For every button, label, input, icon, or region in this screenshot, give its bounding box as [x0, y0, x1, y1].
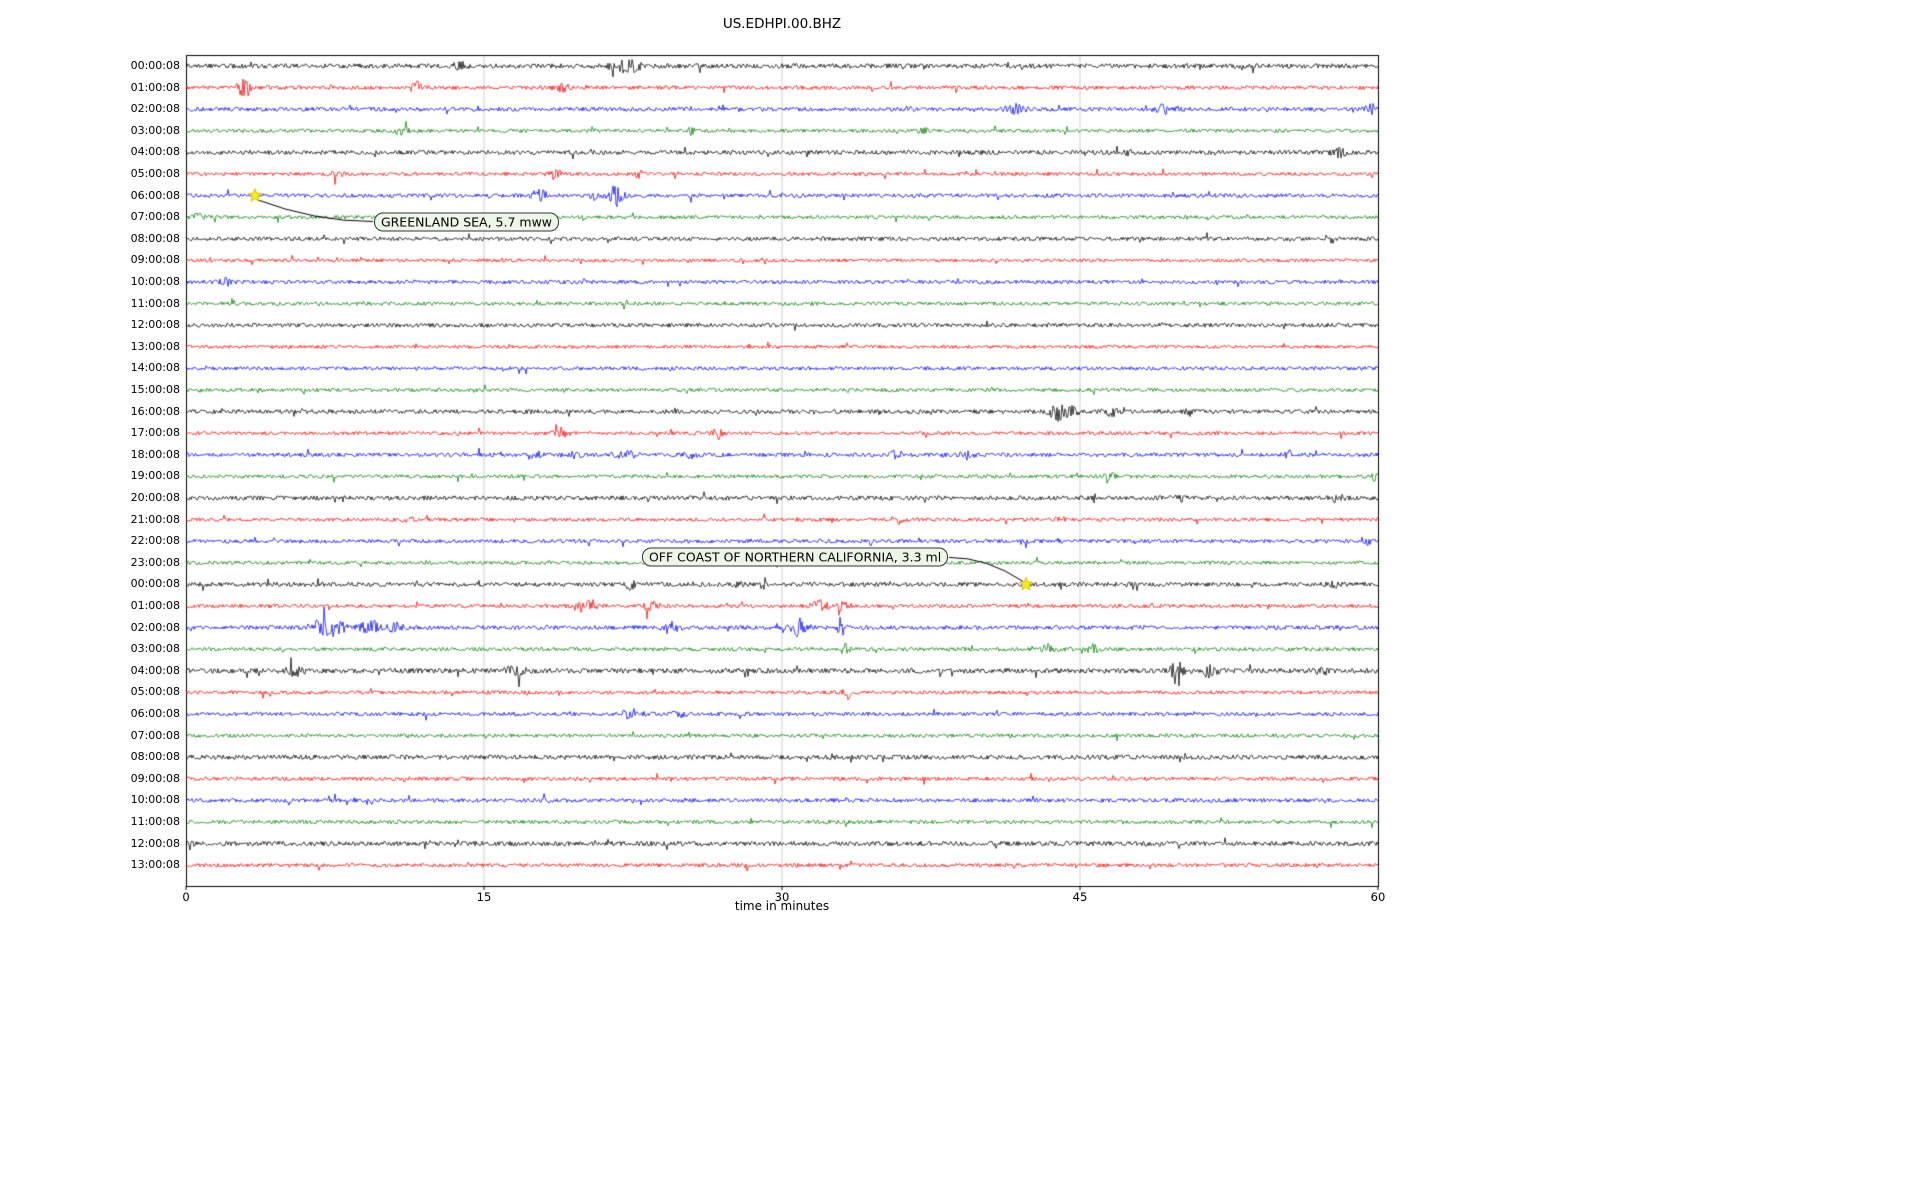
x-tick-label: 45 [1072, 890, 1088, 904]
row-time-label: 02:00:08 [130, 620, 180, 634]
row-time-label: 08:00:08 [130, 231, 180, 245]
row-time-label: 08:00:08 [130, 750, 180, 764]
row-time-label: 16:00:08 [130, 404, 180, 418]
row-time-label: 03:00:08 [130, 642, 180, 656]
row-time-label: 07:00:08 [130, 728, 180, 742]
row-time-label: 17:00:08 [130, 426, 180, 440]
row-time-label: 02:00:08 [130, 102, 180, 116]
row-time-label: 12:00:08 [130, 318, 180, 332]
row-time-label: 06:00:08 [130, 188, 180, 202]
row-time-label: 03:00:08 [130, 123, 180, 137]
x-tick-label: 60 [1370, 890, 1386, 904]
x-tick-label: 0 [182, 890, 190, 904]
row-time-label: 04:00:08 [130, 145, 180, 159]
row-time-label: 04:00:08 [130, 663, 180, 677]
x-tick-label: 30 [774, 890, 790, 904]
x-tick-label: 15 [476, 890, 492, 904]
row-time-label: 22:00:08 [130, 534, 180, 548]
row-time-label: 19:00:08 [130, 469, 180, 483]
row-time-label: 01:00:08 [130, 599, 180, 612]
chart-title: US.EDHPI.00.BHZ [722, 16, 842, 32]
row-time-label: 10:00:08 [130, 793, 180, 807]
row-time-label: 15:00:08 [130, 383, 180, 396]
row-time-label: 21:00:08 [130, 512, 180, 526]
row-time-label: 14:00:08 [130, 361, 180, 375]
row-time-label: 00:00:08 [130, 59, 180, 72]
row-time-label: 11:00:08 [130, 815, 180, 828]
row-time-label: 12:00:08 [130, 836, 180, 850]
row-time-label: 11:00:08 [130, 296, 180, 310]
row-time-label: 13:00:08 [130, 858, 180, 872]
row-time-label: 10:00:08 [130, 275, 180, 288]
row-time-label: 18:00:08 [130, 447, 180, 461]
row-time-label: 06:00:08 [130, 707, 180, 720]
row-time-label: 09:00:08 [130, 253, 180, 267]
row-time-label: 01:00:08 [130, 80, 180, 94]
row-time-label: 05:00:08 [130, 685, 180, 699]
row-time-label: 13:00:08 [130, 339, 180, 353]
row-time-label: 20:00:08 [130, 491, 180, 504]
x-axis-label: time in minutes [734, 899, 830, 913]
event-annotation-label: GREENLAND SEA, 5.7 mww [373, 212, 560, 232]
row-time-label: 07:00:08 [130, 210, 180, 224]
row-time-label: 00:00:08 [130, 577, 180, 591]
row-time-label: 09:00:08 [130, 771, 180, 785]
row-time-label: 05:00:08 [130, 167, 180, 180]
row-time-label: 23:00:08 [130, 555, 180, 569]
event-annotation-label: OFF COAST OF NORTHERN CALIFORNIA, 3.3 ml [641, 547, 949, 567]
